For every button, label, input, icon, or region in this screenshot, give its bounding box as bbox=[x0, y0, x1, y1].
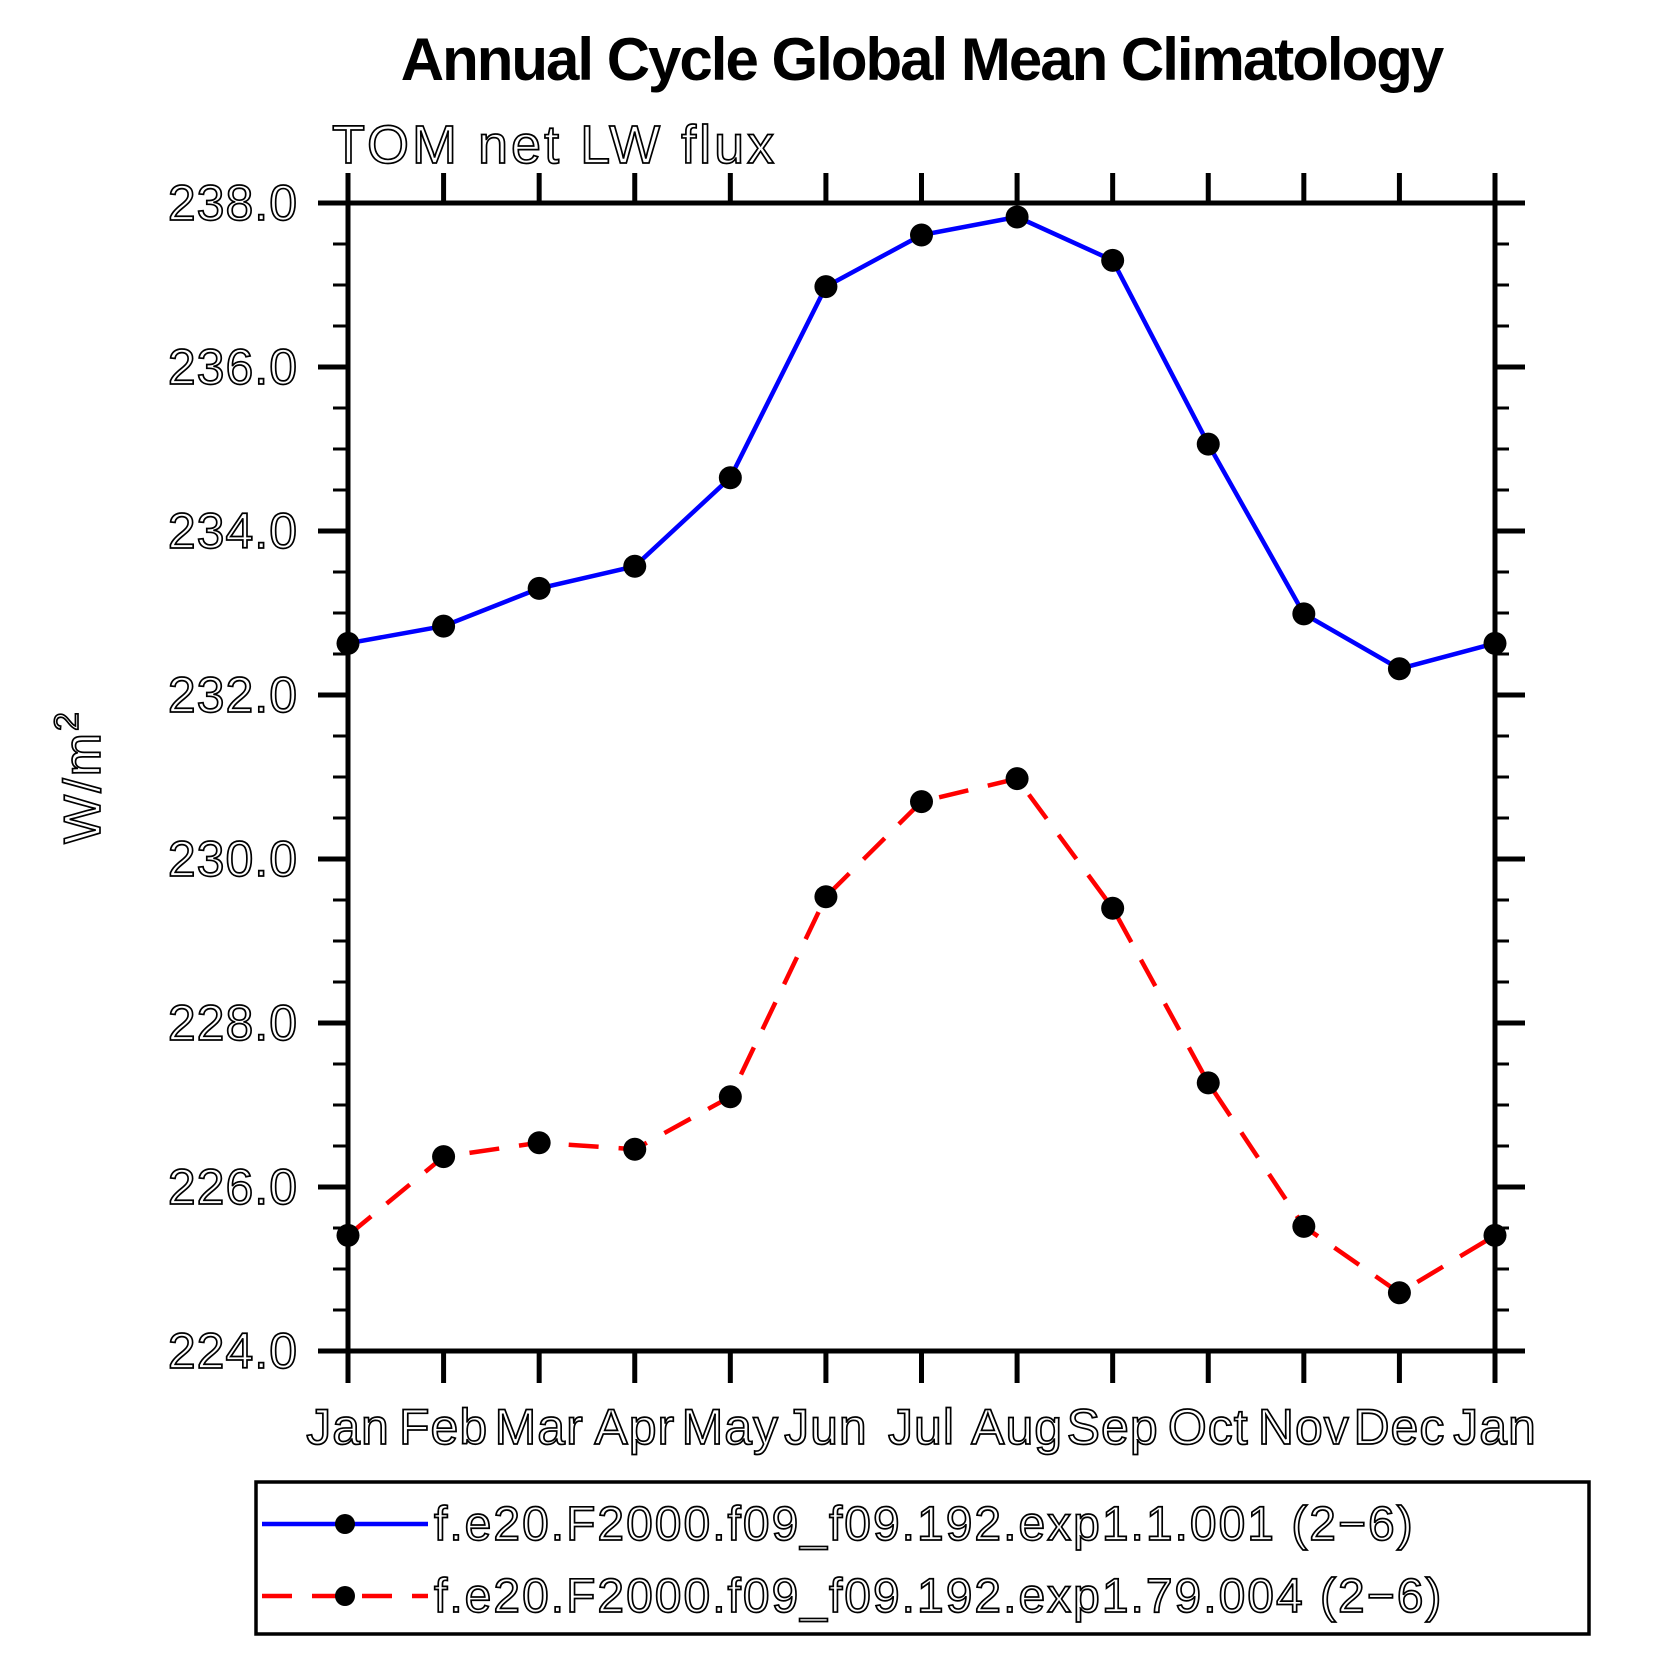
x-tick-label: Aug bbox=[971, 1399, 1063, 1455]
legend-label: f.e20.F2000.f09_f09.192.exp1.79.004 (2−6… bbox=[434, 1570, 1443, 1623]
legend-box: f.e20.F2000.f09_f09.192.exp1.1.001 (2−6)… bbox=[254, 1480, 1591, 1636]
data-point-marker bbox=[1292, 1214, 1316, 1238]
x-axis-ticks bbox=[345, 173, 1498, 1383]
y-axis-ticks bbox=[318, 200, 1525, 1354]
y-tick-label: 238.0 bbox=[168, 175, 298, 231]
y-tick-label: 226.0 bbox=[168, 1159, 298, 1215]
data-point-marker bbox=[814, 885, 838, 909]
data-point-marker bbox=[1196, 1071, 1220, 1095]
data-point-marker bbox=[432, 614, 456, 638]
legend-sample-marker bbox=[335, 1586, 355, 1606]
data-point-marker bbox=[336, 631, 360, 655]
data-point-marker bbox=[527, 576, 551, 600]
data-point-marker bbox=[1101, 896, 1125, 920]
data-point-marker bbox=[1005, 767, 1029, 791]
data-point-marker bbox=[1387, 657, 1411, 681]
x-tick-label: Oct bbox=[1168, 1399, 1249, 1455]
data-point-marker bbox=[623, 554, 647, 578]
y-tick-label: 230.0 bbox=[168, 831, 298, 887]
x-tick-label: May bbox=[682, 1399, 779, 1455]
data-point-marker bbox=[814, 275, 838, 299]
data-point-marker bbox=[1005, 205, 1029, 229]
data-point-marker bbox=[910, 790, 933, 814]
legend-sample-marker bbox=[335, 1514, 355, 1534]
x-tick-label: Nov bbox=[1258, 1399, 1350, 1455]
x-axis-labels: Jan Feb Mar Apr May Jun Jul Aug Sep Oct Nov Dec Jan bbox=[305, 1398, 1537, 1456]
x-tick-label: Sep bbox=[1067, 1399, 1159, 1455]
x-tick-label: Apr bbox=[594, 1399, 675, 1455]
x-tick-label: Jun bbox=[784, 1399, 868, 1455]
data-point-marker bbox=[1483, 1223, 1507, 1247]
data-point-marker bbox=[1483, 631, 1507, 655]
data-point-marker bbox=[1292, 602, 1316, 626]
data-point-marker bbox=[1387, 1281, 1411, 1305]
chart-subtitle: TOM net LW flux bbox=[332, 115, 777, 175]
page-title: Annual Cycle Global Mean Climatology bbox=[400, 26, 1445, 93]
y-tick-label: 236.0 bbox=[168, 339, 298, 395]
y-axis-labels: 238.0 236.0 234.0 232.0 230.0 228.0 226.0 224.0 bbox=[167, 174, 298, 1380]
x-tick-label: Mar bbox=[495, 1399, 584, 1455]
data-point-marker bbox=[718, 466, 742, 490]
x-tick-label: Jan bbox=[306, 1399, 390, 1455]
data-point-marker bbox=[718, 1085, 742, 1109]
series-line bbox=[347, 214, 1496, 672]
y-tick-label: 232.0 bbox=[168, 667, 298, 723]
data-point-marker bbox=[910, 223, 933, 247]
series-1 bbox=[336, 767, 1507, 1305]
plot-border bbox=[345, 200, 1498, 1354]
data-point-marker bbox=[1101, 248, 1125, 272]
x-tick-label: Dec bbox=[1353, 1399, 1445, 1455]
legend-border bbox=[254, 1480, 1591, 1636]
data-point-marker bbox=[336, 1223, 360, 1247]
data-point-marker bbox=[432, 1145, 456, 1169]
y-tick-label: 228.0 bbox=[168, 995, 298, 1051]
data-point-marker bbox=[527, 1131, 551, 1155]
series-line bbox=[346, 776, 1497, 1296]
data-point-marker bbox=[1196, 432, 1220, 456]
x-tick-label: Feb bbox=[399, 1399, 488, 1455]
y-tick-label: 224.0 bbox=[168, 1323, 298, 1379]
series-0 bbox=[336, 205, 1507, 681]
x-tick-label: Jul bbox=[888, 1399, 955, 1455]
legend-label: f.e20.F2000.f09_f09.192.exp1.1.001 (2−6) bbox=[434, 1498, 1415, 1551]
y-tick-label: 234.0 bbox=[168, 503, 298, 559]
data-point-marker bbox=[623, 1137, 647, 1161]
x-tick-label: Jan bbox=[1453, 1399, 1537, 1455]
y-axis-title: W/m2 bbox=[48, 710, 112, 844]
